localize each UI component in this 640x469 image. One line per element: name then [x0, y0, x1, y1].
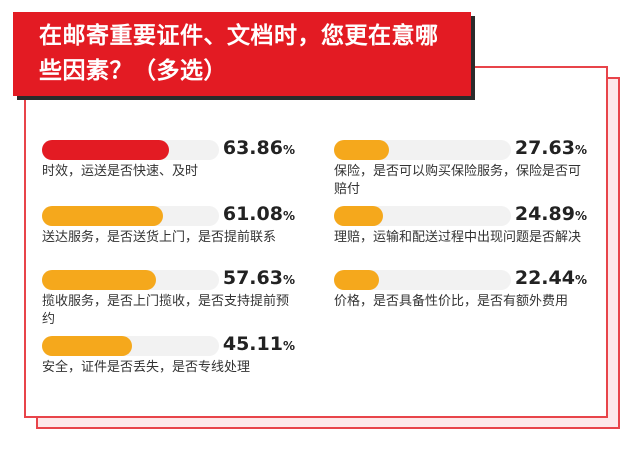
bar	[334, 140, 389, 160]
data-label-value: 63.86	[222, 137, 283, 159]
data-label-value: 57.63	[222, 267, 283, 289]
data-label-value: 27.63	[514, 137, 575, 159]
data-label-value: 45.11	[222, 333, 283, 355]
category-label: 价格，是否具备性价比，是否有额外费用	[334, 294, 569, 309]
data-label: 27.63%	[515, 137, 587, 159]
bar-track	[334, 270, 512, 290]
category-label: 揽收服务，是否上门揽收，是否支持提前预约	[42, 294, 290, 327]
bar-item: 22.44% 价格，是否具备性价比，是否有额外费用	[334, 267, 587, 330]
bar-item: 63.86% 时效，运送是否快速、及时	[42, 137, 295, 200]
bar-item: 27.63% 保险，是否可以购买保险服务，保险是否可赔付	[334, 137, 587, 200]
bar-item: 24.89% 理赔，运输和配送过程中出现问题是否解决	[334, 203, 587, 266]
data-label: 63.86%	[223, 137, 295, 159]
data-label-value: 24.89	[514, 203, 575, 225]
data-label-unit: %	[282, 339, 295, 353]
category-label: 送达服务，是否送货上门，是否提前联系	[42, 230, 277, 245]
bar	[334, 270, 379, 290]
bar	[42, 140, 169, 160]
bar	[42, 270, 157, 290]
data-label-unit: %	[282, 209, 295, 223]
bar	[42, 336, 132, 356]
category-label: 理赔，运输和配送过程中出现问题是否解决	[334, 230, 582, 245]
chart-card	[24, 66, 608, 418]
data-label: 45.11%	[223, 333, 295, 355]
data-label: 24.89%	[515, 203, 587, 225]
data-label-unit: %	[282, 143, 295, 157]
data-label-unit: %	[574, 209, 587, 223]
bar-item: 57.63% 揽收服务，是否上门揽收，是否支持提前预约	[42, 267, 295, 330]
data-label-unit: %	[574, 143, 587, 157]
category-label: 保险，是否可以购买保险服务，保险是否可赔付	[334, 164, 582, 197]
category-label: 时效，运送是否快速、及时	[42, 164, 199, 179]
data-label-unit: %	[574, 273, 587, 287]
category-label: 安全，证件是否丢失，是否专线处理	[42, 360, 251, 375]
data-label: 22.44%	[515, 267, 587, 289]
bar-item: 45.11% 安全，证件是否丢失，是否专线处理	[42, 333, 295, 396]
bar	[42, 206, 164, 226]
bar-item: 61.08% 送达服务，是否送货上门，是否提前联系	[42, 203, 295, 266]
data-label-unit: %	[282, 273, 295, 287]
data-label: 57.63%	[223, 267, 295, 289]
chart-title-banner: 在邮寄重要证件、文档时，您更在意哪些因素？（多选）	[13, 12, 471, 96]
bar	[334, 206, 384, 226]
chart-title: 在邮寄重要证件、文档时，您更在意哪些因素？（多选）	[39, 23, 439, 84]
data-label: 61.08%	[223, 203, 295, 225]
data-label-value: 61.08	[222, 203, 283, 225]
data-label-value: 22.44	[514, 267, 575, 289]
